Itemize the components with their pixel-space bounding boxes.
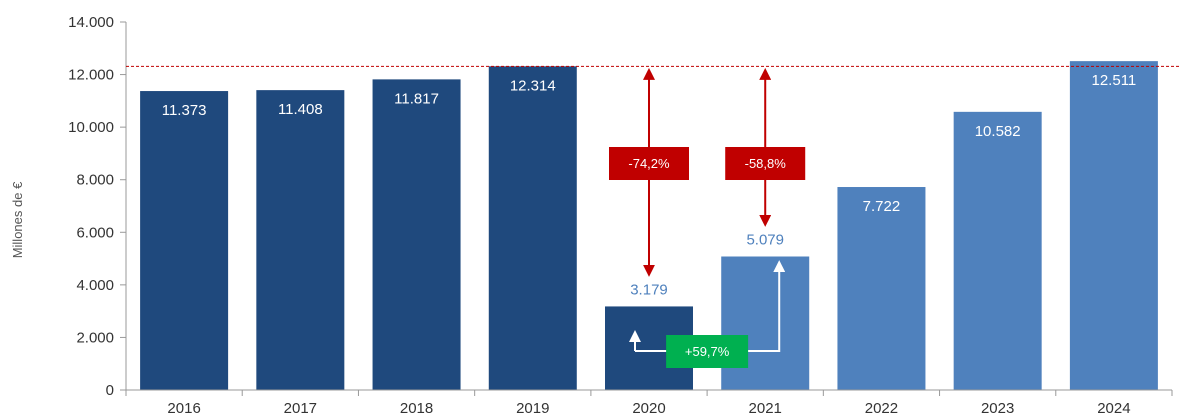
y-tick-label: 10.000 [68,119,114,136]
x-tick-label: 2017 [284,400,317,416]
bar [953,111,1042,390]
y-axis-title: Millones de € [10,181,25,258]
x-tick-label: 2019 [516,400,549,416]
y-tick-label: 0 [106,382,114,399]
x-tick-label: 2018 [400,400,433,416]
growth-badge [666,335,749,368]
x-tick-label: 2016 [167,400,200,416]
y-tick-label: 8.000 [76,172,114,189]
decline-badge-label: -58,8% [745,156,787,171]
growth-badge-label: +59,7% [685,344,730,359]
bar [372,79,461,390]
bar [256,90,345,390]
decline-badge-label: -74,2% [628,156,670,171]
bar-value-label: 11.373 [162,102,207,119]
bar-value-label: 3.179 [630,281,668,298]
bar [721,256,810,390]
bars: 11.373 11.408 11.817 12.314 3.179 5.079 7.722 1… [140,61,1158,390]
bar-value-label: 12.511 [1092,72,1137,89]
bar [140,91,229,390]
annotations: -74,2% -58,8% +59,7% [609,67,806,368]
bar-value-label: 11.408 [278,101,323,118]
y-tick-label: 4.000 [76,277,114,294]
x-tick-label: 2023 [981,400,1014,416]
bar [488,66,577,390]
bar-value-label: 12.314 [510,77,556,94]
x-tick-label: 2020 [632,400,665,416]
x-tick-label: 2024 [1097,400,1130,416]
bar-value-label: 11.817 [394,90,439,107]
decline-badge [609,147,689,180]
y-tick-label: 2.000 [76,329,114,346]
y-axis: 0 2.000 4.000 6.000 8.000 10.000 12.000 14.000 [68,14,127,399]
bar-value-label: 5.079 [746,231,784,248]
y-tick-label: 12.000 [68,67,114,84]
y-tick-label: 6.000 [76,224,114,241]
y-tick-label: 14.000 [68,14,114,31]
bar [837,187,926,390]
x-tick-label: 2022 [865,400,898,416]
x-axis: 2016 2017 2018 2019 2020 2021 2022 2023 2024 [125,389,1173,416]
x-tick-label: 2021 [749,400,782,416]
bar-value-label: 7.722 [863,198,901,215]
bar-value-label: 10.582 [975,123,1021,140]
decline-badge [725,147,806,180]
bar [1069,61,1158,390]
